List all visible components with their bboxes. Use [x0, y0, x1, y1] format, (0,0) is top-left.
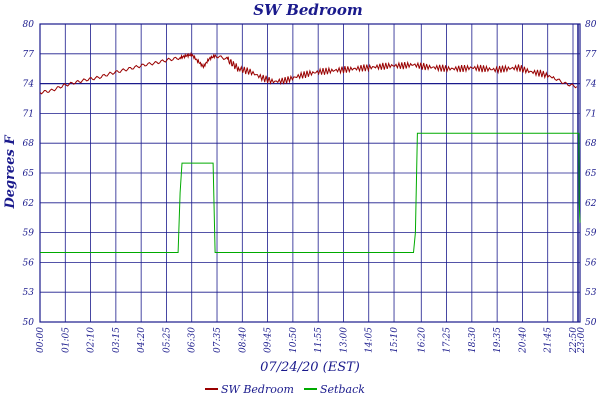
y-tick-label: 59 [23, 229, 35, 239]
y-tick-label: 62 [585, 199, 597, 209]
x-tick-label: 03:15 [112, 327, 122, 353]
y-tick-label: 65 [585, 169, 597, 179]
series-line-setback [40, 132, 581, 253]
chart-title: SW Bedroom [253, 1, 362, 19]
legend-label-setback: Setback [320, 383, 365, 396]
y-tick-label: 77 [23, 50, 35, 60]
plot-border [39, 23, 581, 323]
x-tick-label: 23:00 [577, 327, 587, 354]
y-tick-label: 68 [23, 139, 35, 149]
x-tick-label: 17:25 [443, 327, 453, 353]
x-tick-label: 22:50 [569, 327, 579, 354]
y-tick-label: 74 [23, 80, 35, 90]
x-tick-label: 16:20 [417, 327, 427, 353]
x-axis-label: 07/24/20 (EST) [260, 360, 360, 375]
x-tick-label: 08:40 [238, 327, 248, 353]
y-tick-label: 56 [585, 258, 597, 268]
x-tick-label: 09:45 [264, 327, 274, 353]
x-tick-label: 10:50 [289, 327, 299, 353]
y-tick-label: 56 [23, 258, 35, 268]
x-tick-label: 14:05 [365, 327, 375, 353]
y-tick-label: 62 [23, 199, 35, 209]
x-tick-label: 04:20 [137, 327, 147, 353]
y-tick-label: 59 [585, 229, 597, 239]
y-tick-labels-right: 50 53 56 59 62 65 68 71 74 77 80 [585, 20, 597, 328]
legend-label-sw-bedroom: SW Bedroom [221, 383, 294, 396]
y-tick-label: 71 [585, 109, 596, 119]
y-tick-label: 50 [23, 318, 35, 328]
x-tick-label: 15:10 [390, 327, 400, 353]
y-tick-label: 80 [585, 20, 597, 30]
x-tick-label: 07:35 [213, 327, 223, 353]
series-layer [39, 51, 581, 253]
x-tick-label: 01:05 [61, 327, 71, 353]
grid [39, 23, 581, 323]
x-tick-label: 00:00 [36, 327, 46, 353]
x-tick-label: 06:30 [188, 327, 198, 353]
y-tick-label: 80 [23, 20, 35, 30]
x-tick-label: 11:55 [314, 327, 324, 353]
y-tick-label: 53 [23, 288, 35, 298]
x-tick-label: 18:30 [468, 327, 478, 353]
y-tick-label: 65 [23, 169, 35, 179]
legend: SW Bedroom Setback [205, 383, 365, 396]
y-tick-label: 77 [585, 50, 597, 60]
y-tick-label: 74 [585, 80, 597, 90]
y-tick-label: 53 [585, 288, 597, 298]
x-tick-label: 21:45 [544, 327, 554, 354]
y-tick-label: 71 [23, 109, 34, 119]
y-tick-label: 68 [585, 139, 597, 149]
series-line-sw-bedroom [39, 51, 578, 95]
x-tick-label: 13:00 [339, 327, 349, 353]
x-tick-label: 02:10 [87, 327, 97, 353]
y-tick-labels-left: 50 53 56 59 62 65 68 71 74 77 80 [23, 20, 35, 328]
y-tick-label: 50 [585, 318, 597, 328]
x-tick-label: 20:40 [518, 327, 528, 354]
x-tick-label: 05:25 [162, 327, 172, 353]
x-tick-label: 19:35 [493, 327, 503, 353]
x-tick-labels: 00:00 01:05 02:10 03:15 04:20 05:25 06:30 07:35… [36, 327, 587, 354]
y-axis-label: Degrees F [3, 135, 18, 210]
